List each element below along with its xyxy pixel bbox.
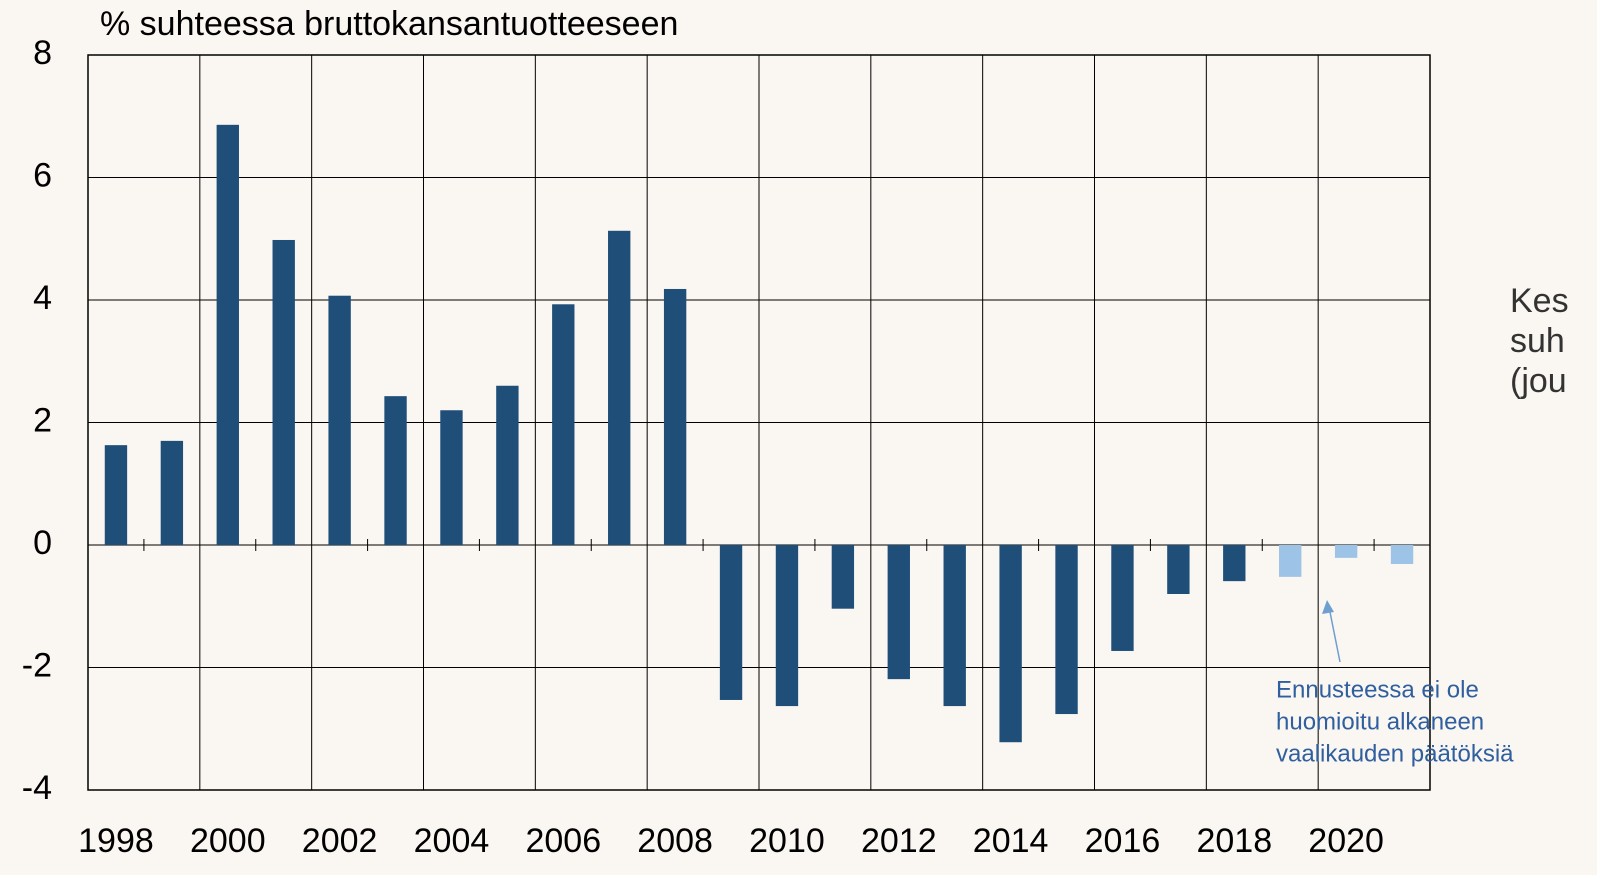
bar [216,124,239,545]
chart-title: % suhteessa bruttokansantuotteeseen [100,5,678,43]
bar [272,239,295,545]
x-tick-label: 2006 [525,822,601,860]
bar [1334,545,1358,558]
bar [552,304,575,545]
bar [328,295,351,545]
y-tick-label: 2 [33,401,52,439]
y-tick-label: -2 [22,646,52,684]
x-tick-label: 2004 [414,822,490,860]
bar [1279,545,1302,577]
y-tick-label: -4 [22,769,52,807]
x-tick-label: 2000 [190,822,266,860]
bar [1390,545,1414,564]
bar [1223,545,1246,582]
bar [1167,545,1190,594]
bar [608,230,631,545]
annotation: huomioitu alkaneen [1276,708,1484,735]
x-tick-label: 2010 [749,822,825,860]
side-text: suh [1510,322,1565,360]
x-tick-label: 2008 [637,822,713,860]
annotation: Ennusteessa ei ole [1276,676,1479,703]
x-tick-label: 2018 [1196,822,1272,860]
x-tick-label: 2012 [861,822,937,860]
y-tick-label: 4 [33,279,52,317]
bar [104,445,128,545]
x-tick-label: 1998 [78,822,154,860]
bar [1111,545,1134,651]
x-tick-label: 2014 [973,822,1049,860]
bar [160,440,184,545]
arrow-head [1322,600,1334,614]
annotation: vaalikauden päätöksiä [1276,740,1514,767]
annotation-arrow [1328,606,1341,663]
bar [1055,545,1078,715]
side-text: (jou [1510,362,1567,400]
bar [719,545,743,700]
bar [831,545,855,609]
plot-frame [87,54,1431,791]
bar [384,396,407,545]
x-tick-label: 2002 [302,822,378,860]
y-tick-label: 6 [33,156,52,194]
bar [496,385,519,545]
bar [887,545,910,680]
side-text: Kes [1510,282,1569,320]
bar [943,545,966,707]
x-tick-label: 2020 [1308,822,1384,860]
bar [663,288,687,545]
bar [775,545,799,707]
y-tick-label: 0 [33,524,52,562]
bar [999,545,1022,743]
bar [440,410,463,545]
x-tick-label: 2016 [1085,822,1161,860]
y-tick-label: 8 [33,34,52,72]
